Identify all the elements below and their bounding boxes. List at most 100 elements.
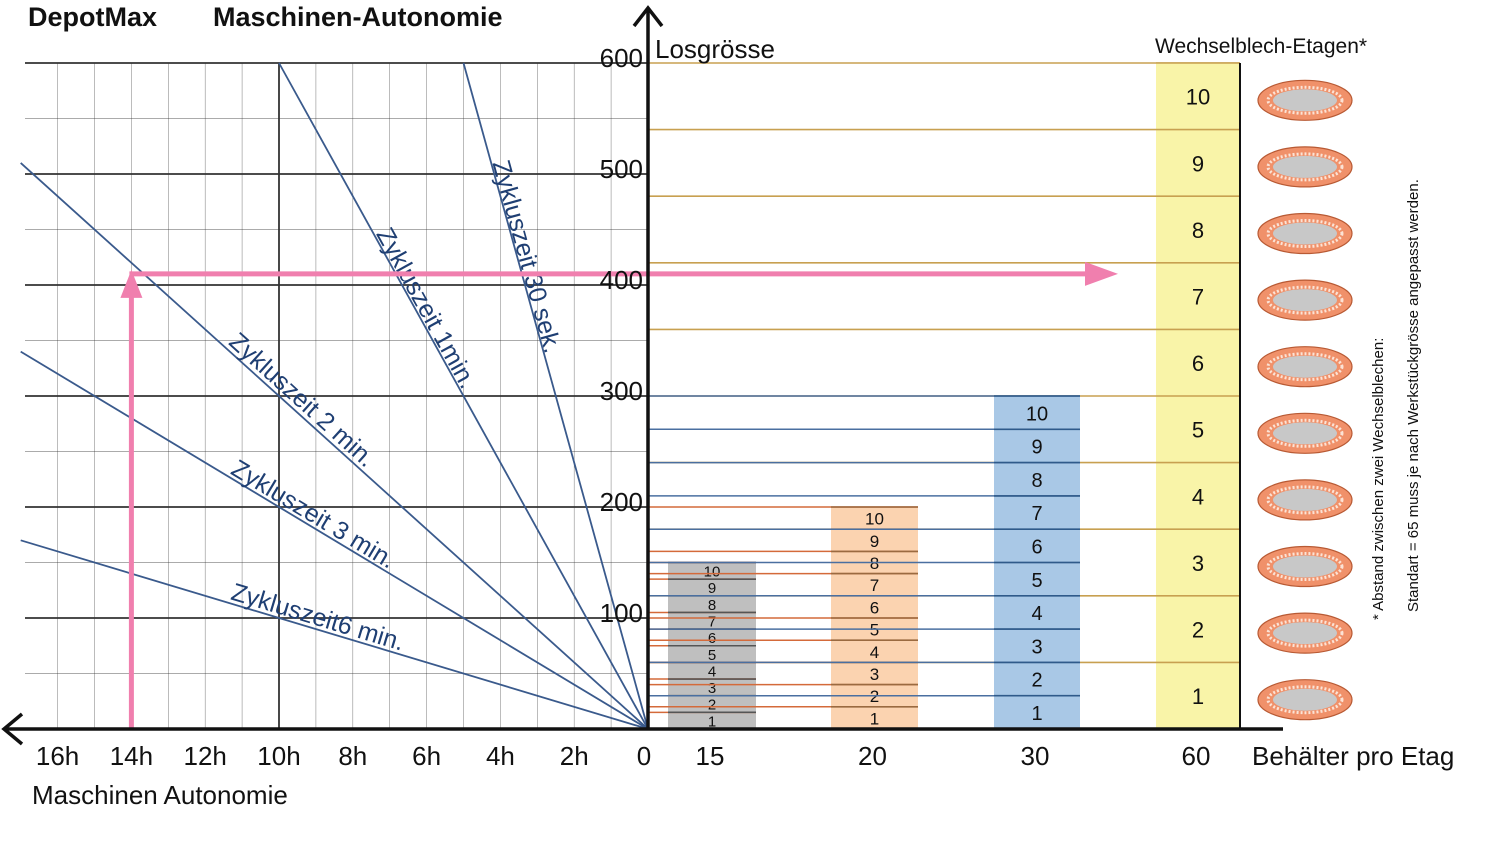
stack-30-level-label: 4 (1031, 603, 1042, 625)
plate-center (1273, 622, 1337, 645)
x-tick-label-left: 4h (486, 741, 515, 771)
stack-20-level-label: 9 (870, 532, 879, 551)
stack-30-level-label: 5 (1031, 570, 1042, 592)
stack-header: Wechselblech-Etagen* (1155, 35, 1367, 58)
plate-center (1273, 355, 1337, 378)
stack-30-level-label: 3 (1031, 636, 1042, 658)
plate-ridges (1266, 352, 1344, 382)
plate-center (1273, 488, 1337, 511)
y-tick-label: 500 (600, 154, 643, 184)
y-tick-label: 200 (600, 487, 643, 517)
y-axis-label: Losgrösse (655, 34, 775, 64)
y-axis-arrow (632, 5, 664, 28)
plate-icon (1257, 679, 1353, 721)
stack-15-level-label: 7 (708, 613, 716, 630)
x-tick-label-left: 16h (36, 741, 79, 771)
y-tick-label: 300 (600, 376, 643, 406)
plate-ridges (1266, 285, 1344, 315)
stack-60-level-label: 3 (1192, 551, 1204, 576)
plate-icon (1257, 612, 1353, 654)
stack-60-level-label: 4 (1192, 484, 1204, 509)
x-tick-label-15: 15 (696, 741, 725, 771)
stack-20-level-label: 4 (870, 643, 879, 662)
plate-ridges (1266, 219, 1344, 248)
stack-20-level-label: 5 (870, 621, 879, 640)
x-tick-label-left: 0 (637, 741, 651, 771)
x-tick-label-left: 6h (412, 741, 441, 771)
stack-15-level-label: 10 (704, 564, 721, 581)
x-axis-arrow (1, 712, 24, 746)
plate-icon (1257, 79, 1353, 121)
plate-center (1273, 555, 1337, 578)
plate-icon (1257, 412, 1353, 454)
cycle-line-3 (20, 350, 649, 730)
plate-ridges (1266, 685, 1344, 715)
plate-ridges (1266, 485, 1344, 515)
plate-ridges (1266, 418, 1344, 448)
stack-20-level-label: 6 (870, 598, 879, 617)
chart-text: 100 200 300 400 500 600 16h 14h 12h 10h 8h 6h 4h 2h 0 (36, 43, 651, 771)
y-tick-label: 100 (600, 598, 643, 628)
x-tick-label-left: 12h (184, 741, 227, 771)
x-tick-label-30: 30 (1021, 741, 1050, 771)
plate-icon (1257, 545, 1353, 588)
axes (1, 5, 1283, 746)
stack-60-level-label: 10 (1186, 85, 1210, 110)
stack-15-level-label: 4 (708, 663, 716, 680)
stack-15-level-label: 8 (708, 597, 716, 614)
cycle-line-0.5 (462, 62, 649, 730)
stack-60-level-label: 7 (1192, 284, 1204, 309)
stack-30-level-label: 8 (1031, 470, 1042, 492)
stack-20-level-label: 7 (870, 576, 879, 595)
stack-15-level-label: 1 (708, 713, 716, 730)
stack-30-level-label: 9 (1031, 437, 1042, 459)
cycle-line-label: Zykluszeit 30 sek. (487, 157, 567, 356)
stack-15-level-label: 2 (708, 697, 716, 714)
cycle-line-label: Zykluszeit 1min. (371, 223, 482, 393)
stack-60-level-label: 1 (1192, 684, 1204, 709)
plate-center (1273, 155, 1337, 178)
stack-60-level-label: 6 (1192, 351, 1204, 376)
stack-30-level-label: 2 (1031, 670, 1042, 692)
plate-center (1273, 89, 1337, 112)
plate-icon (1257, 479, 1353, 521)
x-axis-label-left: Maschinen Autonomie (32, 780, 288, 810)
stack-30-level-label: 1 (1031, 703, 1042, 725)
stack-15-level-label: 9 (708, 580, 716, 597)
y-tick-label: 400 (600, 265, 643, 295)
stack-20-level-label: 1 (870, 709, 879, 728)
stack-60-level-label: 8 (1192, 218, 1204, 243)
cycle-line-label: Zykluszeit 2 min. (224, 327, 381, 473)
container-stacks: 1234567891015123456789102012345678910301… (648, 62, 1241, 771)
plate-icon (1257, 212, 1353, 255)
plate-center (1273, 422, 1337, 445)
stack-60-level-label: 9 (1192, 151, 1204, 176)
cycle-line-label: Zykluszeit 3 min. (226, 454, 400, 574)
x-tick-label-left: 8h (338, 741, 367, 771)
plate-center (1273, 688, 1337, 711)
highlight-arrowhead-right (1085, 261, 1118, 286)
stack-20-level-label: 2 (870, 687, 879, 706)
footnote-line-2: Standart = 65 muss je nach Werkstückgrös… (1405, 179, 1422, 612)
x-tick-label-left: 14h (110, 741, 153, 771)
x-tick-label-left: 10h (257, 741, 300, 771)
chart-title: Maschinen-Autonomie (213, 2, 503, 32)
plate-ridges (1266, 552, 1344, 581)
stack-30-level-label: 10 (1026, 403, 1048, 425)
footnote-line-1: * Abstand zwischen zwei Wechselblechen: (1370, 338, 1387, 620)
x-tick-label-20: 20 (858, 741, 887, 771)
plate-ridges (1266, 618, 1344, 648)
highlight-arrowhead-up (120, 269, 143, 298)
stack-15-level-label: 3 (708, 680, 716, 697)
stack-20-level-label: 8 (870, 554, 879, 573)
stack-30-level-label: 7 (1031, 503, 1042, 525)
x-tick-label-left: 2h (560, 741, 589, 771)
cycle-line-1 (278, 62, 649, 730)
stack-20-level-label: 3 (870, 665, 879, 684)
plate-ridges (1266, 85, 1344, 115)
stack-30-level-label: 6 (1031, 536, 1042, 558)
y-tick-label: 600 (600, 43, 643, 73)
highlight-path (120, 261, 1118, 729)
stack-20-level-label: 10 (865, 510, 884, 529)
